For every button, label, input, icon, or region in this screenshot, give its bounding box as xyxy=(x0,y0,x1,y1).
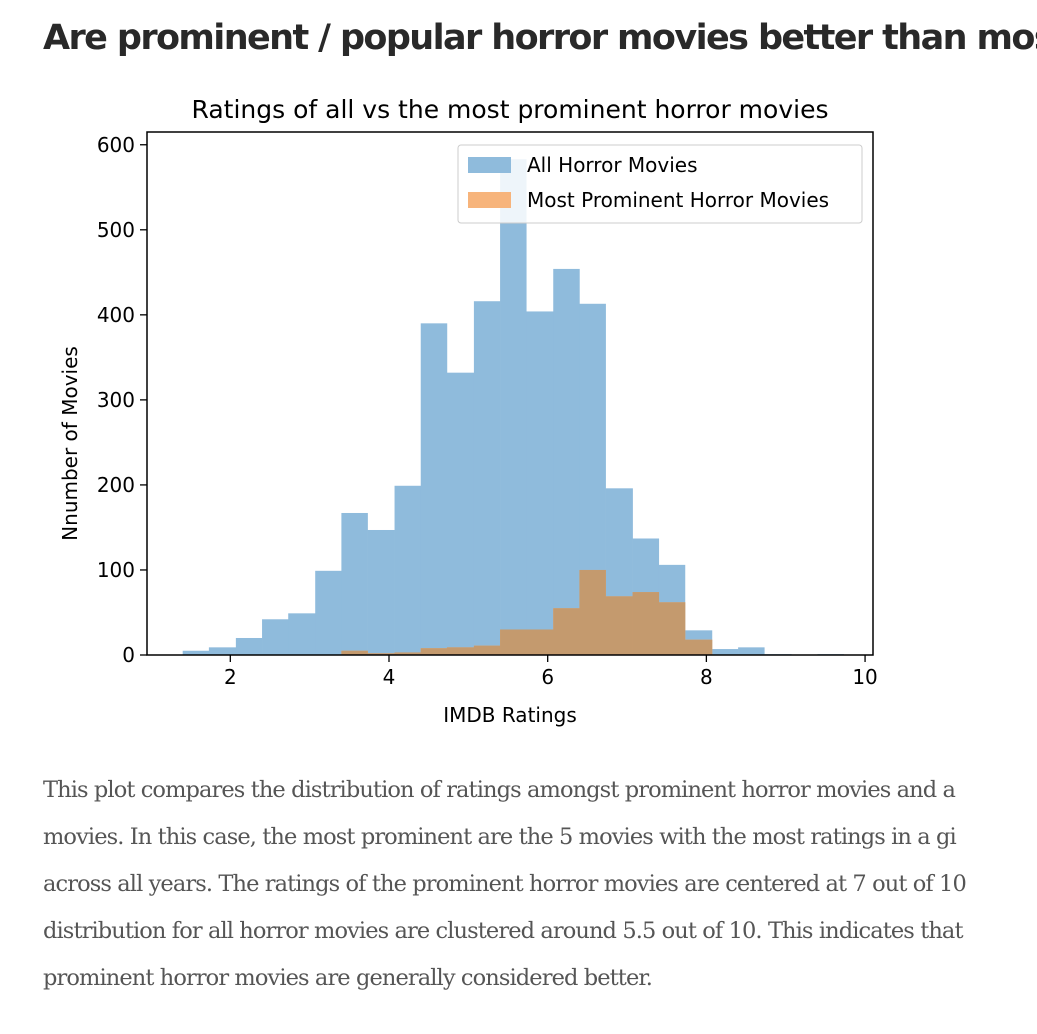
article-headline: Are prominent / popular horror movies be… xyxy=(43,18,1037,58)
all-movies-bar xyxy=(235,637,263,655)
y-tick-label: 0 xyxy=(122,643,135,667)
overlap-bar xyxy=(420,648,448,655)
overlap-bar xyxy=(394,652,422,655)
article-paragraph: This plot compares the distribution of r… xyxy=(43,767,1037,1002)
legend-swatch-prominent xyxy=(468,192,511,208)
y-tick-label: 300 xyxy=(97,388,135,412)
x-tick-label: 4 xyxy=(383,665,396,689)
all-movies-bar xyxy=(553,268,580,655)
chart-legend: All Horror Movies Most Prominent Horror … xyxy=(457,144,863,224)
paragraph-line: movies. In this case, the most prominent… xyxy=(43,824,957,850)
x-axis-ticks: 2 4 6 8 10 xyxy=(224,655,878,689)
all-movies-bar xyxy=(341,512,368,655)
overlap-bar xyxy=(684,639,713,655)
all-movies-bar xyxy=(738,647,765,655)
overlap-bar xyxy=(632,592,660,655)
overlap-bars xyxy=(341,569,713,655)
all-movies-bar xyxy=(288,613,316,655)
x-tick-label: 10 xyxy=(852,665,877,689)
overlap-bar xyxy=(526,629,554,655)
overlap-bar xyxy=(446,647,475,655)
legend-label-prominent: Most Prominent Horror Movies xyxy=(527,188,829,212)
all-movies-bar xyxy=(315,570,342,655)
all-movies-bar xyxy=(208,647,237,655)
axes-frame xyxy=(146,131,874,656)
histogram-figure: 2 4 6 8 10 0 100 200 300 400 500 600 Ratings of al… xyxy=(40,84,900,734)
paragraph-line: across all years. The ratings of the pro… xyxy=(43,871,967,897)
all-movies-bars xyxy=(182,159,844,655)
paragraph-line: This plot compares the distribution of r… xyxy=(43,777,956,803)
all-movies-bar xyxy=(446,372,475,655)
all-movies-bar xyxy=(526,311,554,655)
all-movies-bar xyxy=(394,485,422,655)
paragraph-line: distribution for all horror movies are c… xyxy=(43,918,963,944)
legend-box xyxy=(457,144,863,224)
x-axis-label: IMDB Ratings xyxy=(443,703,577,727)
all-movies-bar xyxy=(500,159,527,655)
paragraph-line: prominent horror movies are generally co… xyxy=(43,965,653,991)
y-tick-label: 200 xyxy=(97,473,135,497)
all-movies-bar xyxy=(473,301,501,655)
chart-title: Ratings of all vs the most prominent hor… xyxy=(192,95,829,124)
legend-label-all: All Horror Movies xyxy=(527,153,698,177)
all-movies-bar xyxy=(711,649,739,655)
x-tick-label: 2 xyxy=(224,665,237,689)
legend-swatch-all xyxy=(468,157,511,173)
all-movies-bar xyxy=(420,323,448,655)
overlap-bar xyxy=(367,653,395,655)
overlap-bar xyxy=(341,650,368,655)
x-tick-label: 6 xyxy=(541,665,554,689)
all-movies-bar xyxy=(262,619,289,655)
overlap-bar xyxy=(473,645,501,655)
y-tick-label: 600 xyxy=(97,133,135,157)
y-tick-label: 100 xyxy=(97,558,135,582)
overlap-bar xyxy=(658,602,686,655)
overlap-bar xyxy=(553,608,580,655)
overlap-bar xyxy=(605,596,633,655)
y-tick-label: 400 xyxy=(97,303,135,327)
overlap-bar xyxy=(579,569,606,655)
y-tick-label: 500 xyxy=(97,218,135,242)
all-movies-bar xyxy=(182,650,210,655)
all-movies-bar xyxy=(367,529,395,655)
y-axis-ticks: 0 100 200 300 400 500 600 xyxy=(97,133,147,667)
histogram-chart: 2 4 6 8 10 0 100 200 300 400 500 600 Ratings of al… xyxy=(58,95,878,727)
y-axis-label: Nnumber of Movies xyxy=(58,346,82,541)
overlap-bar xyxy=(500,629,527,655)
x-tick-label: 8 xyxy=(700,665,713,689)
